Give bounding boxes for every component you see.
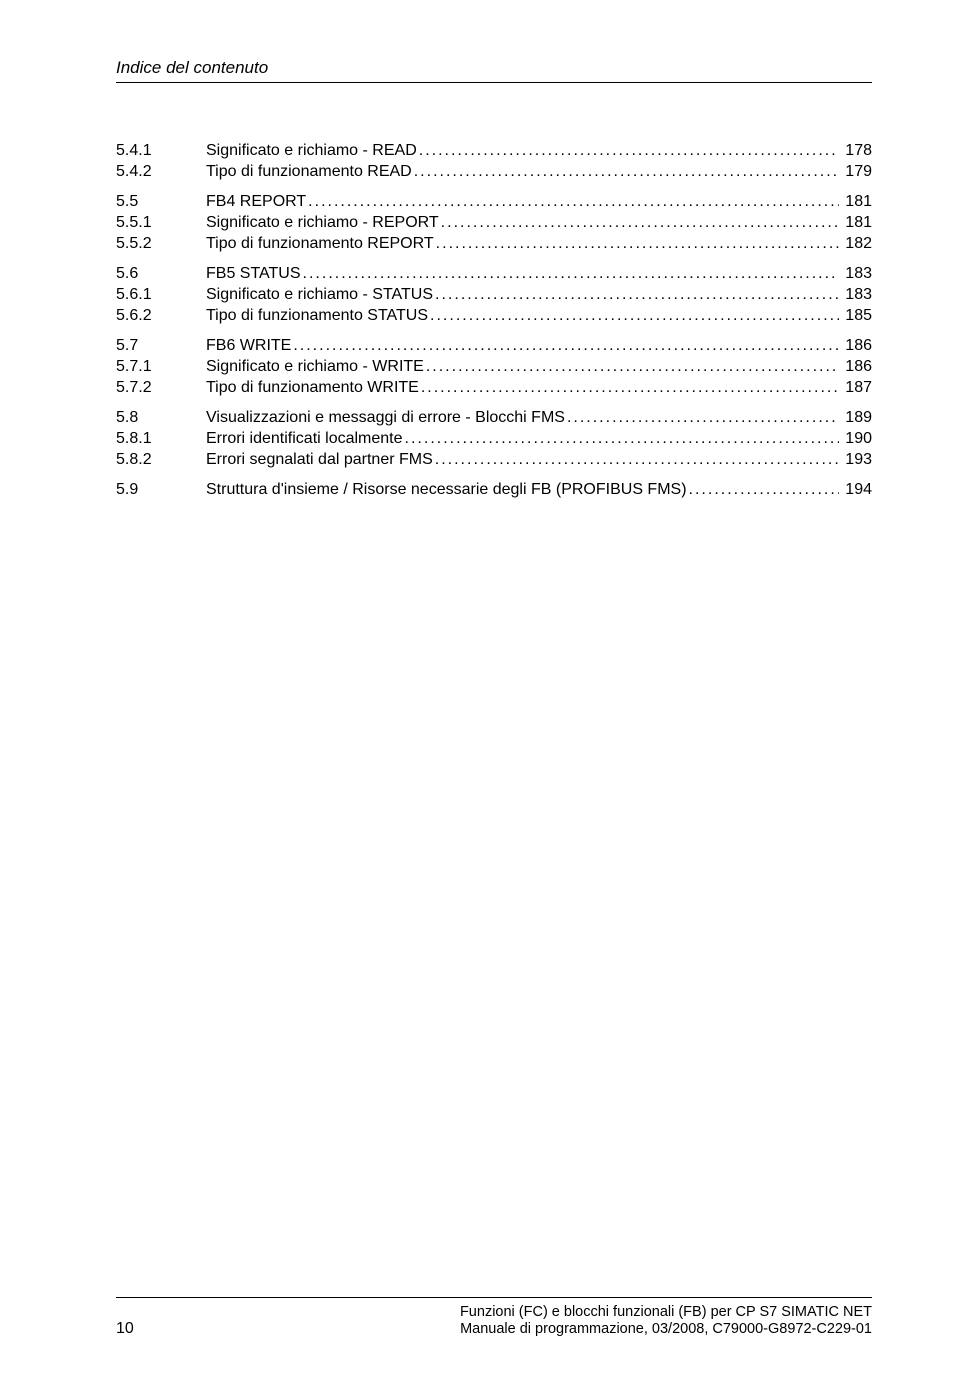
footer-page-number: 10 (116, 1320, 134, 1338)
toc-entry-title: Struttura d'insieme / Risorse necessarie… (206, 482, 689, 498)
toc-leader-dots (405, 431, 840, 447)
toc-entry-title: Tipo di funzionamento READ (206, 164, 414, 180)
toc-entry-page: 186 (839, 338, 872, 354)
toc-entry-title: Errori identificati localmente (206, 431, 405, 447)
toc-entry: 5.5.1Significato e richiamo - REPORT 181 (116, 215, 872, 231)
footer-rule (116, 1297, 872, 1298)
toc-entry: 5.5.2Tipo di funzionamento REPORT 182 (116, 236, 872, 252)
toc-entry-number: 5.4.2 (116, 164, 206, 180)
footer-line-1: Funzioni (FC) e blocchi funzionali (FB) … (116, 1304, 872, 1320)
toc-entry-page: 181 (839, 215, 872, 231)
toc-entry-page: 190 (839, 431, 872, 447)
toc-entry-number: 5.7 (116, 338, 206, 354)
toc-entry-page: 179 (839, 164, 872, 180)
toc-entry: 5.6.1Significato e richiamo - STATUS 183 (116, 287, 872, 303)
footer-product-line: Funzioni (FC) e blocchi funzionali (FB) … (460, 1304, 872, 1320)
toc-entry: 5.6.2Tipo di funzionamento STATUS 185 (116, 308, 872, 324)
toc-entry-number: 5.7.2 (116, 380, 206, 396)
toc-entry-page: 187 (839, 380, 872, 396)
table-of-contents: 5.4.1Significato e richiamo - READ 1785.… (116, 143, 872, 498)
toc-leader-dots (414, 164, 840, 180)
toc-leader-dots (303, 266, 840, 282)
toc-entry-number: 5.7.1 (116, 359, 206, 375)
header-rule (116, 82, 872, 83)
toc-entry-page: 178 (839, 143, 872, 159)
toc-entry-title: Visualizzazioni e messaggi di errore - B… (206, 410, 567, 426)
toc-entry-number: 5.8.1 (116, 431, 206, 447)
toc-entry-number: 5.4.1 (116, 143, 206, 159)
toc-entry-title: FB4 REPORT (206, 194, 308, 210)
toc-entry-number: 5.5 (116, 194, 206, 210)
toc-entry-number: 5.6 (116, 266, 206, 282)
toc-entry: 5.7.1Significato e richiamo - WRITE 186 (116, 359, 872, 375)
toc-leader-dots (689, 482, 840, 498)
toc-entry: 5.8.1Errori identificati localmente 190 (116, 431, 872, 447)
toc-leader-dots (293, 338, 839, 354)
toc-entry-number: 5.9 (116, 482, 206, 498)
toc-entry-page: 189 (839, 410, 872, 426)
footer-line-2: 10 Manuale di programmazione, 03/2008, C… (116, 1320, 872, 1338)
toc-entry-number: 5.6.1 (116, 287, 206, 303)
toc-entry-title: Errori segnalati dal partner FMS (206, 452, 435, 468)
toc-entry-title: Significato e richiamo - STATUS (206, 287, 435, 303)
toc-entry-page: 185 (839, 308, 872, 324)
page: Indice del contenuto 5.4.1Significato e … (0, 0, 960, 1390)
toc-entry-page: 186 (839, 359, 872, 375)
footer-doc-id: Manuale di programmazione, 03/2008, C790… (460, 1321, 872, 1337)
toc-leader-dots (435, 452, 840, 468)
toc-entry-number: 5.5.2 (116, 236, 206, 252)
toc-entry-title: Tipo di funzionamento WRITE (206, 380, 421, 396)
toc-leader-dots (441, 215, 840, 231)
toc-entry-page: 183 (839, 287, 872, 303)
toc-entry: 5.5FB4 REPORT 181 (116, 194, 872, 210)
toc-entry-page: 183 (839, 266, 872, 282)
page-footer: Funzioni (FC) e blocchi funzionali (FB) … (116, 1297, 872, 1338)
toc-entry: 5.9Struttura d'insieme / Risorse necessa… (116, 482, 872, 498)
toc-entry-number: 5.8 (116, 410, 206, 426)
toc-entry: 5.7.2Tipo di funzionamento WRITE 187 (116, 380, 872, 396)
running-header: Indice del contenuto (116, 58, 872, 78)
toc-entry-title: Significato e richiamo - REPORT (206, 215, 441, 231)
toc-entry-title: FB6 WRITE (206, 338, 293, 354)
toc-leader-dots (419, 143, 840, 159)
toc-entry: 5.7FB6 WRITE 186 (116, 338, 872, 354)
toc-leader-dots (308, 194, 839, 210)
toc-entry-page: 182 (839, 236, 872, 252)
toc-entry-title: Tipo di funzionamento STATUS (206, 308, 430, 324)
toc-entry-title: Significato e richiamo - READ (206, 143, 419, 159)
toc-entry: 5.8Visualizzazioni e messaggi di errore … (116, 410, 872, 426)
toc-entry: 5.6FB5 STATUS 183 (116, 266, 872, 282)
toc-entry-page: 194 (839, 482, 872, 498)
toc-entry: 5.8.2Errori segnalati dal partner FMS 19… (116, 452, 872, 468)
toc-entry: 5.4.2Tipo di funzionamento READ 179 (116, 164, 872, 180)
toc-entry-title: Significato e richiamo - WRITE (206, 359, 426, 375)
toc-entry-title: Tipo di funzionamento REPORT (206, 236, 436, 252)
toc-entry-page: 193 (839, 452, 872, 468)
toc-leader-dots (430, 308, 839, 324)
toc-leader-dots (421, 380, 839, 396)
toc-leader-dots (426, 359, 839, 375)
toc-entry-number: 5.5.1 (116, 215, 206, 231)
toc-entry-number: 5.6.2 (116, 308, 206, 324)
toc-entry-page: 181 (839, 194, 872, 210)
toc-leader-dots (567, 410, 839, 426)
toc-leader-dots (435, 287, 839, 303)
toc-entry-number: 5.8.2 (116, 452, 206, 468)
toc-entry-title: FB5 STATUS (206, 266, 303, 282)
toc-entry: 5.4.1Significato e richiamo - READ 178 (116, 143, 872, 159)
toc-leader-dots (436, 236, 840, 252)
